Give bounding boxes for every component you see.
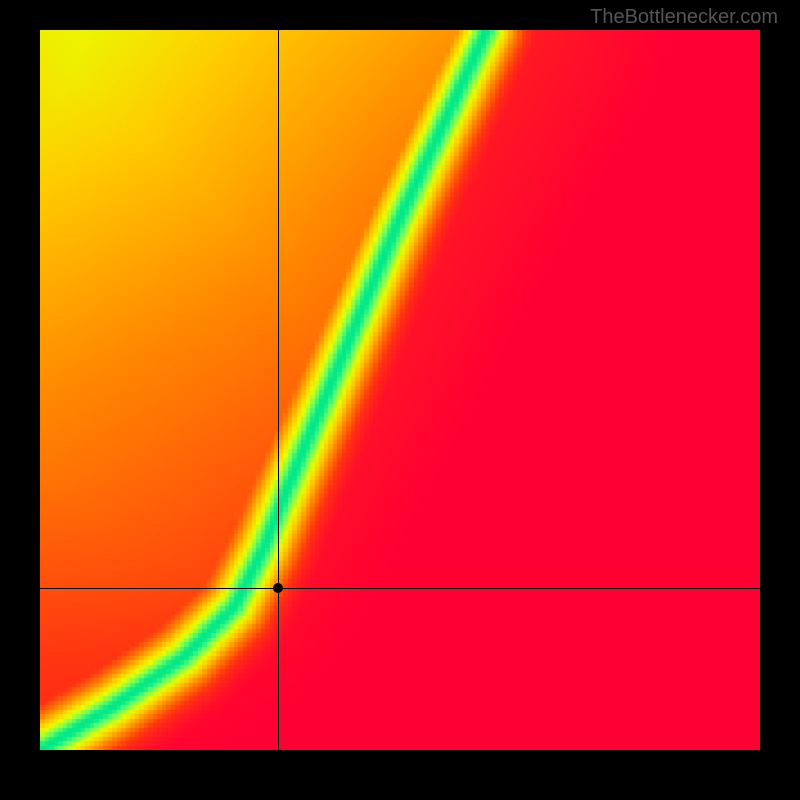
heatmap-plot (40, 30, 760, 750)
heatmap-canvas (40, 30, 760, 750)
crosshair-vertical (278, 30, 279, 750)
crosshair-horizontal (40, 588, 760, 589)
watermark-label: TheBottlenecker.com (590, 6, 778, 29)
crosshair-dot (273, 583, 283, 593)
